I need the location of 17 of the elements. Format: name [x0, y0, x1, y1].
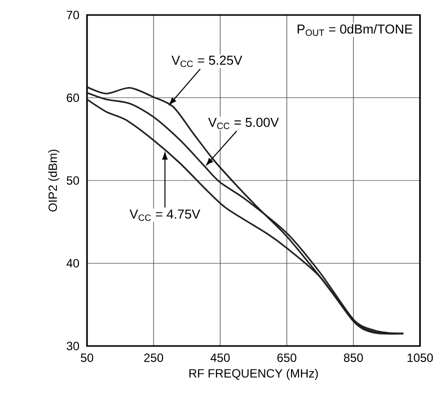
annotation: V$_{CC}$ = 5.00V [208, 118, 279, 130]
annotation: V$_{CC}$ = 5.25V [172, 56, 242, 68]
x-tick-label: 50 [80, 354, 94, 362]
x-tick-label: 450 [210, 354, 230, 362]
y-tick-label: 60 [66, 94, 80, 102]
y-tick-label: 40 [66, 259, 80, 268]
annotation: V$_{CC}$ = 4.75V [130, 210, 200, 221]
y-tick-label: 70 [66, 10, 80, 20]
x-tick-label: 850 [344, 354, 363, 362]
x-axis-title: RF FREQUENCY (MHz) [189, 368, 318, 380]
y-tick-label: 50 [66, 176, 80, 185]
x-tick-label: 650 [277, 354, 296, 362]
x-tick-label: 250 [144, 354, 164, 362]
y-tick-label: 30 [66, 342, 80, 350]
x-tick-label: 1050 [408, 354, 433, 362]
y-axis-title: OIP2 (dBm) [48, 150, 60, 212]
annotation: P$_{OUT}$ = 0dBm/TONE [298, 24, 412, 36]
